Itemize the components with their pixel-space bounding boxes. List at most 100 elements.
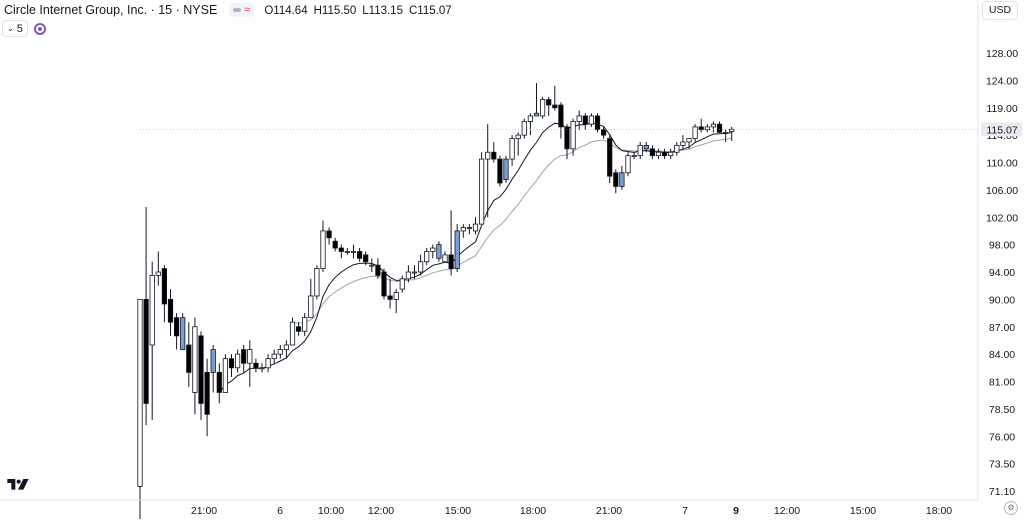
symbol-title[interactable]: Circle Internet Group, Inc. · 15 · NYSE bbox=[4, 3, 218, 17]
candle-body bbox=[619, 172, 625, 187]
time-tick-label: 12:00 bbox=[774, 505, 800, 517]
candle-body bbox=[289, 321, 296, 346]
candle-body bbox=[643, 144, 649, 150]
candle-body bbox=[143, 298, 149, 404]
price-tick-label: 71.10 bbox=[989, 486, 1015, 498]
candle-body bbox=[655, 151, 662, 157]
candle-body bbox=[448, 254, 454, 269]
indicator-settings-icon[interactable] bbox=[33, 22, 46, 35]
price-tick-label: 73.50 bbox=[989, 459, 1015, 471]
candle-body bbox=[503, 158, 509, 181]
ohlc-key: L bbox=[362, 5, 369, 17]
candle-body bbox=[478, 158, 485, 225]
candle-body bbox=[692, 126, 698, 139]
candle-body bbox=[662, 151, 668, 157]
candle-body bbox=[314, 268, 320, 297]
candle-body bbox=[442, 254, 448, 263]
time-tick-label: 18:00 bbox=[520, 505, 546, 517]
candle-body bbox=[259, 367, 265, 370]
candle-body bbox=[356, 251, 363, 259]
candle-body bbox=[155, 271, 161, 276]
candle-body bbox=[668, 151, 674, 157]
candle-body bbox=[271, 353, 277, 360]
candles bbox=[137, 83, 735, 524]
time-tick-label: 10:00 bbox=[318, 505, 344, 517]
candle-body bbox=[466, 227, 473, 229]
candle-body bbox=[393, 292, 399, 300]
candle-body bbox=[515, 134, 521, 139]
ohlc-key: O bbox=[264, 5, 274, 17]
candle-body bbox=[192, 326, 198, 393]
candle-body bbox=[161, 268, 167, 305]
candle-body bbox=[417, 261, 424, 273]
price-tick-label: 81.00 bbox=[989, 377, 1015, 389]
candle-body bbox=[320, 230, 326, 269]
indicator-row: ⌄ 5 bbox=[2, 20, 46, 37]
candle-body bbox=[344, 251, 351, 253]
candle-body bbox=[387, 295, 393, 300]
time-tick-label: 21:00 bbox=[596, 505, 622, 517]
candle-body bbox=[625, 155, 631, 174]
candle-body bbox=[716, 123, 723, 133]
candle-body bbox=[302, 317, 308, 332]
price-tick-label: 87.00 bbox=[989, 322, 1015, 334]
ohlc-value: 115.50 bbox=[321, 5, 357, 17]
candle-body bbox=[497, 158, 503, 184]
indicator-count: 5 bbox=[16, 22, 23, 35]
time-tick-label: 7 bbox=[682, 505, 688, 517]
price-tick-label: 90.00 bbox=[989, 294, 1015, 306]
currency-selector[interactable]: USD bbox=[982, 1, 1018, 20]
candle-body bbox=[649, 148, 656, 157]
candle-body bbox=[430, 247, 436, 252]
price-tick-label: 102.00 bbox=[986, 212, 1018, 224]
candle-body bbox=[582, 115, 588, 125]
candle-body bbox=[149, 275, 155, 346]
candle-body bbox=[521, 121, 527, 136]
candle-body bbox=[186, 344, 192, 373]
ma-fast-line bbox=[218, 122, 732, 393]
candle-body bbox=[326, 230, 332, 239]
ohlc-value: 113.15 bbox=[368, 5, 403, 17]
candle-body bbox=[283, 344, 290, 350]
candle-body bbox=[710, 123, 717, 128]
candle-body bbox=[527, 115, 534, 122]
time-tick-label: 9 bbox=[733, 505, 739, 517]
price-axis: 71.10 73.50 76.00 78.50 81.00 84.00 87.00 90.00… bbox=[140, 0, 1022, 500]
candle-body bbox=[564, 126, 570, 150]
candle-body bbox=[460, 227, 466, 232]
indicator-collapse-button[interactable]: ⌄ 5 bbox=[2, 20, 28, 37]
candle-body bbox=[210, 349, 216, 373]
candle-body bbox=[338, 247, 344, 252]
candle-body bbox=[241, 349, 247, 364]
time-tick-label: 12:00 bbox=[368, 505, 394, 517]
candle-body bbox=[613, 172, 619, 187]
candle-body bbox=[222, 358, 228, 393]
visibility-toggle[interactable]: ≈ bbox=[229, 3, 255, 17]
candle-body bbox=[167, 298, 174, 323]
candle-body bbox=[436, 244, 442, 259]
ohlc-values: O114.64 H115.50 L113.15 C115.07 bbox=[264, 3, 457, 17]
candle-body bbox=[546, 99, 552, 106]
candle-body bbox=[411, 271, 418, 274]
candle-body bbox=[399, 278, 405, 290]
tradingview-logo-icon[interactable] bbox=[6, 477, 30, 493]
time-tick-label: 15:00 bbox=[445, 505, 471, 517]
candle-body bbox=[509, 138, 515, 160]
wave-icon: ≈ bbox=[244, 4, 251, 16]
candle-body bbox=[405, 271, 412, 280]
candle-body bbox=[369, 264, 375, 267]
axis-settings-icon[interactable]: ⚙ bbox=[1004, 501, 1018, 515]
candle-body bbox=[472, 223, 479, 232]
candle-body bbox=[540, 99, 546, 117]
candle-body bbox=[686, 138, 692, 143]
candle-body bbox=[375, 264, 381, 276]
candle-body bbox=[295, 326, 302, 332]
moving-averages bbox=[218, 122, 732, 393]
candle-body bbox=[424, 251, 430, 263]
ma-slow-line bbox=[292, 137, 732, 324]
candle-body bbox=[234, 353, 241, 369]
price-tick-label: 119.00 bbox=[986, 103, 1017, 115]
ohlc-value: 115.07 bbox=[417, 5, 452, 17]
